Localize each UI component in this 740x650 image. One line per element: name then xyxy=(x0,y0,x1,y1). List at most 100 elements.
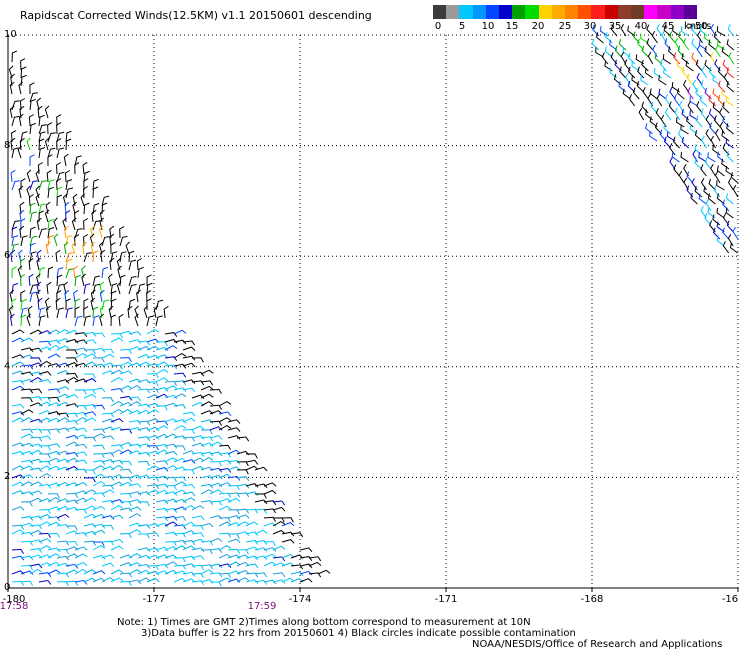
wind-barb xyxy=(11,548,24,554)
wind-barb xyxy=(254,555,268,561)
wind-barb xyxy=(712,144,721,156)
wind-barb xyxy=(299,547,313,553)
wind-barb xyxy=(19,137,25,151)
wind-barb xyxy=(727,24,735,37)
wind-barb xyxy=(678,100,685,114)
wind-barb xyxy=(83,513,97,519)
wind-barb xyxy=(173,404,187,409)
wind-barb xyxy=(28,194,34,207)
wind-barb xyxy=(236,483,250,489)
wind-barb xyxy=(56,379,70,384)
wind-barb xyxy=(119,476,133,482)
wind-barb xyxy=(38,483,52,489)
wind-barb xyxy=(209,515,223,520)
wind-barb xyxy=(11,506,25,511)
wind-barb xyxy=(92,186,99,199)
wind-barb xyxy=(29,251,37,263)
wind-barb xyxy=(146,409,160,415)
wind-barb xyxy=(56,283,65,295)
wind-barb xyxy=(721,130,730,142)
wind-barb xyxy=(55,297,61,311)
wind-barb xyxy=(100,249,106,263)
wind-barb xyxy=(38,210,44,223)
wind-barb xyxy=(20,580,34,586)
wind-barb xyxy=(236,514,250,519)
wind-barb xyxy=(682,38,690,51)
wind-barb xyxy=(146,274,152,287)
wind-barb xyxy=(47,266,54,279)
wind-barb xyxy=(155,507,169,513)
wind-barb xyxy=(227,419,241,424)
wind-barb xyxy=(218,521,232,527)
wind-barb xyxy=(200,385,214,391)
wind-barb xyxy=(36,217,42,231)
wind-barb xyxy=(173,539,187,545)
latitude-label: 6 xyxy=(4,250,11,262)
wind-barb xyxy=(182,362,196,368)
wind-barb xyxy=(29,82,35,95)
wind-barb xyxy=(136,289,141,303)
wind-barb xyxy=(20,428,34,434)
wind-barb xyxy=(83,234,89,247)
wind-barb xyxy=(128,284,137,295)
wind-barb xyxy=(11,235,19,247)
wind-barb xyxy=(11,266,17,279)
wind-barb xyxy=(705,128,712,142)
wind-barb xyxy=(26,185,31,199)
wind-barb xyxy=(56,186,63,199)
wind-barb xyxy=(110,242,116,255)
wind-barb xyxy=(56,572,70,578)
wind-barb xyxy=(65,530,79,535)
wind-barb xyxy=(227,459,241,465)
wind-barb xyxy=(146,290,152,303)
wind-barb xyxy=(56,138,62,151)
wind-barb xyxy=(29,388,43,394)
wind-barb xyxy=(155,563,169,569)
wind-barb xyxy=(89,233,95,247)
colorbar-swatch xyxy=(578,5,592,19)
wind-barb xyxy=(164,531,178,537)
wind-barb xyxy=(19,105,25,119)
wind-barb xyxy=(218,467,232,473)
wind-barb xyxy=(681,53,690,65)
wind-barb xyxy=(101,499,115,505)
wind-barb xyxy=(82,186,89,199)
longitude-label: -180 xyxy=(2,594,26,605)
wind-barb xyxy=(9,313,15,327)
wind-barb xyxy=(695,59,703,72)
wind-barb xyxy=(128,491,142,496)
wind-barb xyxy=(710,23,717,37)
wind-barb xyxy=(173,329,187,335)
wind-barb xyxy=(182,379,196,385)
wind-barb xyxy=(47,363,61,368)
wind-barb xyxy=(63,225,69,239)
wind-barb xyxy=(173,557,186,563)
wind-barb xyxy=(645,123,653,135)
wind-barb xyxy=(29,396,43,401)
credit-line: NOAA/NESDIS/Office of Research and Appli… xyxy=(472,639,723,650)
wind-barb xyxy=(254,529,268,535)
wind-barb xyxy=(713,31,721,44)
wind-barb xyxy=(119,441,133,447)
wind-barb xyxy=(20,516,34,521)
wind-barb xyxy=(119,481,133,487)
wind-barb xyxy=(110,298,117,311)
wind-barb xyxy=(209,537,223,543)
wind-barb xyxy=(164,484,177,490)
wind-barb xyxy=(638,107,645,121)
wind-barb xyxy=(137,451,151,457)
wind-barb xyxy=(20,450,34,456)
wind-barb xyxy=(55,162,62,175)
wind-barb xyxy=(99,281,105,295)
wind-barb xyxy=(11,490,25,495)
wind-barb xyxy=(146,570,160,576)
wind-barb xyxy=(55,249,61,263)
wind-barb xyxy=(128,385,142,391)
wind-barb xyxy=(227,492,241,498)
wind-barb xyxy=(110,251,118,263)
wind-barb xyxy=(29,357,42,363)
wind-barb xyxy=(200,522,214,528)
wind-barb xyxy=(110,369,124,375)
wind-barb xyxy=(29,98,36,111)
wind-barb xyxy=(38,572,52,578)
